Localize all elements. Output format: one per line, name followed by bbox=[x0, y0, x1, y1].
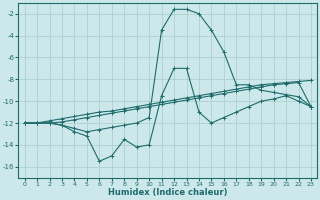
X-axis label: Humidex (Indice chaleur): Humidex (Indice chaleur) bbox=[108, 188, 228, 197]
